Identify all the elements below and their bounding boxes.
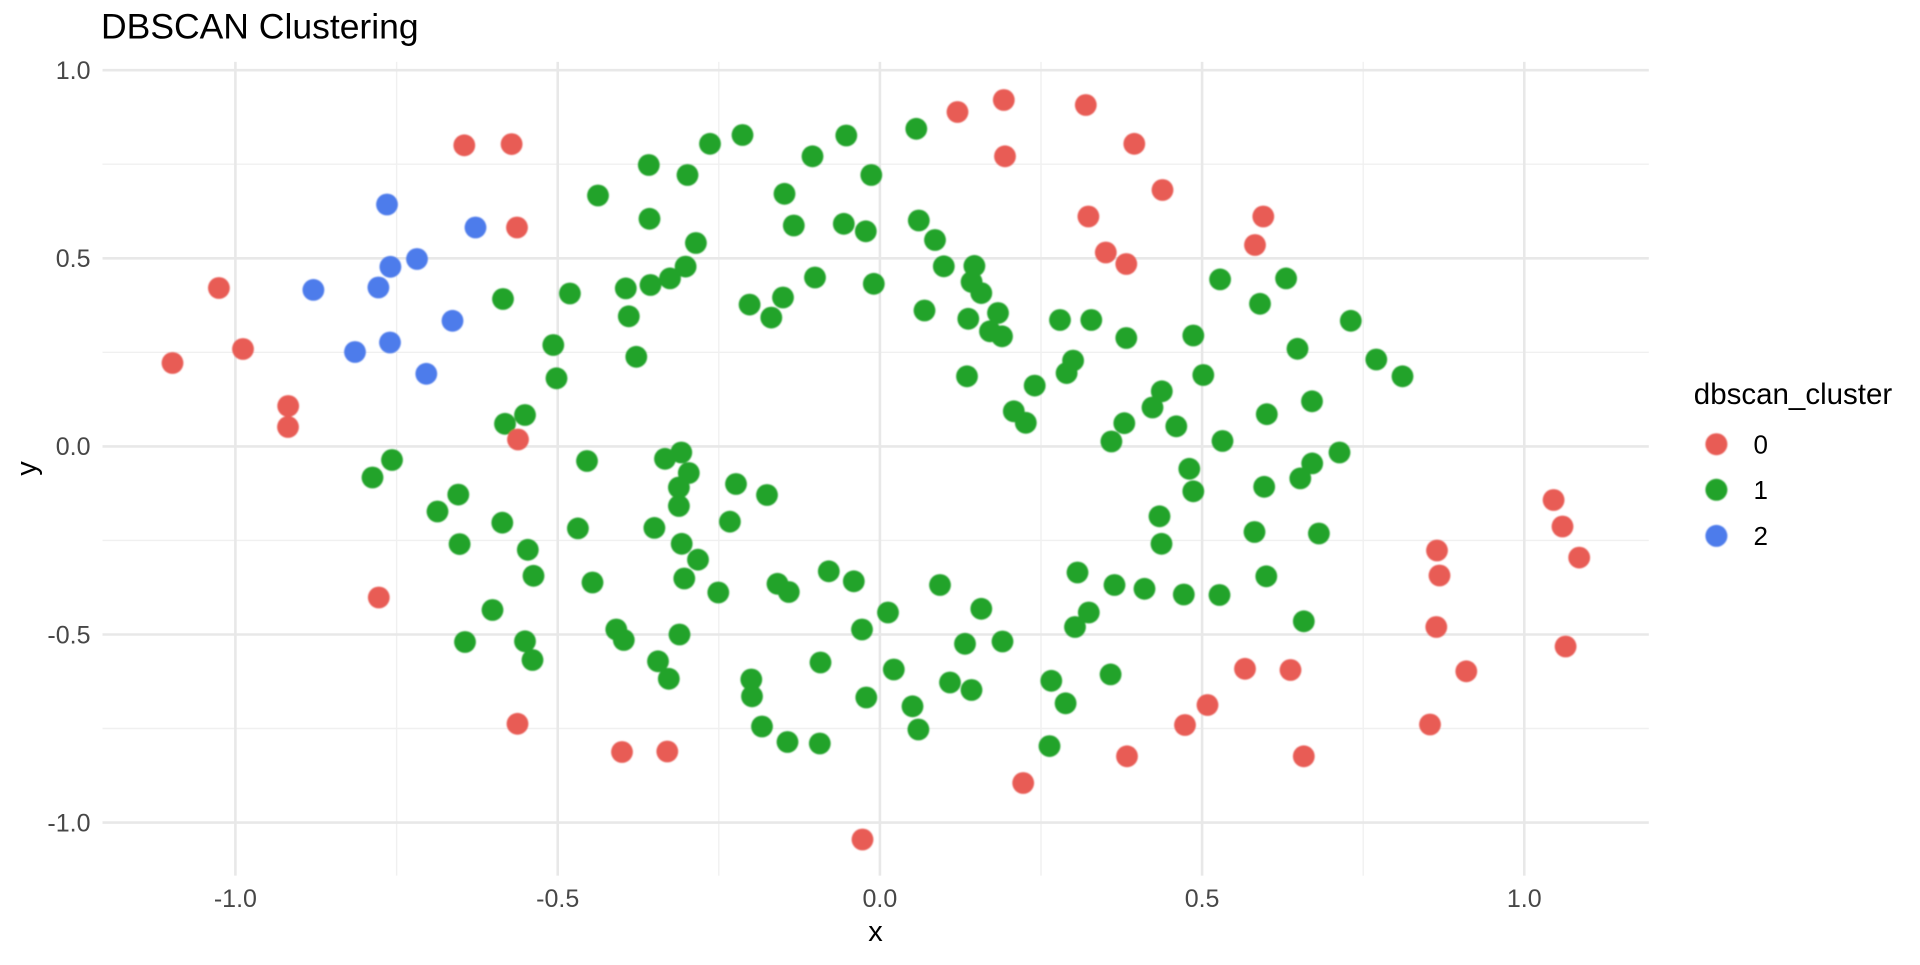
svg-text:0.0: 0.0 [863, 885, 898, 913]
svg-text:0.5: 0.5 [56, 245, 91, 273]
svg-text:1: 1 [1754, 475, 1768, 505]
svg-text:x: x [868, 916, 883, 948]
svg-text:DBSCAN Clustering: DBSCAN Clustering [101, 6, 419, 46]
svg-text:0: 0 [1754, 429, 1768, 459]
svg-text:-1.0: -1.0 [47, 809, 90, 837]
svg-text:2: 2 [1754, 521, 1768, 551]
svg-text:-0.5: -0.5 [536, 885, 579, 913]
svg-text:0.5: 0.5 [1185, 885, 1220, 913]
svg-text:-0.5: -0.5 [47, 621, 90, 649]
svg-text:-1.0: -1.0 [214, 885, 257, 913]
svg-text:dbscan_cluster: dbscan_cluster [1694, 378, 1893, 411]
svg-text:1.0: 1.0 [56, 57, 91, 85]
svg-text:0.0: 0.0 [56, 433, 91, 461]
svg-text:1.0: 1.0 [1507, 885, 1542, 913]
svg-text:y: y [11, 461, 43, 476]
